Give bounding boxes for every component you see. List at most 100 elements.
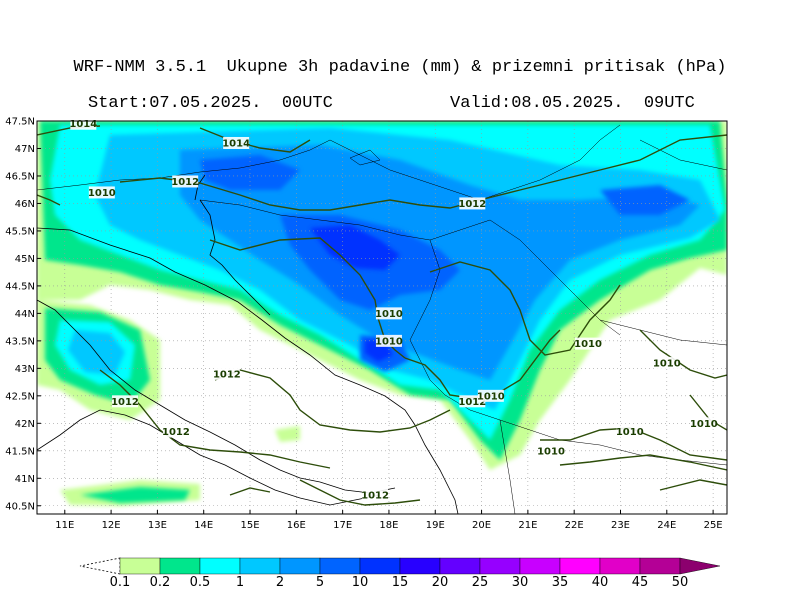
colorbar-swatch xyxy=(519,557,561,575)
svg-text:1012: 1012 xyxy=(213,369,241,380)
isobar-label: 1012 xyxy=(361,488,389,501)
isobar-label: 1014 xyxy=(69,117,97,130)
colorbar-label: 45 xyxy=(632,575,649,590)
svg-text:1010: 1010 xyxy=(653,358,681,369)
isobar-label: 1012 xyxy=(171,175,199,188)
svg-text:1012: 1012 xyxy=(361,490,389,501)
colorbar-swatch xyxy=(399,557,441,575)
colorbar-swatch xyxy=(239,557,281,575)
lat-label: 45.5N xyxy=(5,226,35,237)
precip-field xyxy=(37,121,727,506)
svg-text:1010: 1010 xyxy=(88,188,116,199)
isobar-label: 1010 xyxy=(88,186,116,199)
colorbar-label: 2 xyxy=(276,575,284,590)
lon-label: 20E xyxy=(472,520,491,531)
svg-text:1014: 1014 xyxy=(69,119,97,130)
svg-text:1012: 1012 xyxy=(458,397,486,408)
coastlines xyxy=(37,174,459,514)
svg-text:1010: 1010 xyxy=(375,336,403,347)
isobar-label: 1010 xyxy=(537,444,565,457)
lat-label: 42N xyxy=(15,419,35,430)
colorbar-label: 5 xyxy=(316,575,324,590)
isobar-label: 1010 xyxy=(477,389,505,402)
lon-label: 24E xyxy=(657,520,676,531)
colorbar-label: 0.5 xyxy=(190,575,211,590)
colorbar-label: 30 xyxy=(512,575,529,590)
isobar-label: 1010 xyxy=(574,337,602,350)
isobar-label: 1012 xyxy=(458,197,486,210)
colorbar-swatch xyxy=(559,557,601,575)
lon-label: 15E xyxy=(240,520,259,531)
lon-label: 17E xyxy=(333,520,352,531)
svg-text:1010: 1010 xyxy=(690,419,718,430)
valid-time: Valid:08.05.2025. 09UTC xyxy=(450,94,695,113)
lon-label: 23E xyxy=(611,520,630,531)
isobar-label: 1010 xyxy=(375,334,403,347)
lat-label: 47N xyxy=(15,144,35,155)
colorbar-swatch xyxy=(639,557,681,575)
colorbar-high-arrow xyxy=(679,557,721,575)
lat-label: 44.5N xyxy=(5,281,35,292)
isobar-label: 1010 xyxy=(690,417,718,430)
isobar-label: 1014 xyxy=(222,136,250,149)
colorbar-label: 25 xyxy=(472,575,489,590)
svg-text:1012: 1012 xyxy=(111,397,139,408)
colorbar-swatch xyxy=(319,557,361,575)
svg-text:1012: 1012 xyxy=(458,199,486,210)
start-time: Start:07.05.2025. 00UTC xyxy=(88,94,333,113)
lon-label: 11E xyxy=(55,520,74,531)
colorbar-label: 0.2 xyxy=(150,575,171,590)
lat-label: 43.5N xyxy=(5,336,35,347)
longitude-labels: 11E 12E 13E 14E 15E 16E 17E 18E 19E 20E 21E 22E 23E 2… xyxy=(55,520,722,531)
lon-label: 16E xyxy=(287,520,306,531)
lat-label: 41.5N xyxy=(5,446,35,457)
colorbar-label: 20 xyxy=(432,575,449,590)
colorbar-label: 50 xyxy=(672,575,689,590)
svg-text:1014: 1014 xyxy=(222,138,250,149)
lon-label: 12E xyxy=(102,520,121,531)
colorbar-swatch xyxy=(199,557,241,575)
svg-text:1012: 1012 xyxy=(162,427,190,438)
lat-label: 43N xyxy=(15,364,35,375)
svg-text:1012: 1012 xyxy=(171,177,199,188)
lat-label: 47.5N xyxy=(5,117,35,128)
colorbar-label: 15 xyxy=(392,575,409,590)
colorbar-label: 1 xyxy=(236,575,244,590)
colorbar-low-arrow xyxy=(79,557,121,575)
svg-text:1010: 1010 xyxy=(375,309,403,320)
latitude-labels: 47.5N 47N 46.5N 46N 45.5N 45N 44.5N 44N 43.5N 43N… xyxy=(5,117,35,513)
colorbar-label: 0.1 xyxy=(110,575,131,590)
lat-label: 40.5N xyxy=(5,501,35,512)
colorbar-swatch xyxy=(599,557,641,575)
lat-label: 42.5N xyxy=(5,391,35,402)
lat-label: 44N xyxy=(15,309,35,320)
colorbar-swatch xyxy=(359,557,401,575)
lon-label: 19E xyxy=(426,520,445,531)
lon-label: 25E xyxy=(704,520,723,531)
svg-text:1010: 1010 xyxy=(574,339,602,350)
colorbar-label: 40 xyxy=(592,575,609,590)
isobar-label: 1010 xyxy=(375,307,403,320)
colorbar-swatch xyxy=(439,557,481,575)
lon-label: 21E xyxy=(518,520,537,531)
isobar-label: 1010 xyxy=(616,425,644,438)
lon-label: 13E xyxy=(148,520,167,531)
lat-label: 46N xyxy=(15,199,35,210)
colorbar-label: 10 xyxy=(352,575,369,590)
isobar-label: 1010 xyxy=(653,356,681,369)
colorbar: 0.1 0.2 0.5 1 2 5 10 15 20 25 30 35 40 45 50 xyxy=(79,557,721,590)
isobar-label: 1012 xyxy=(162,425,190,438)
colorbar-swatch xyxy=(279,557,321,575)
colorbar-swatch xyxy=(479,557,521,575)
isobar-label: 1012 xyxy=(213,367,241,380)
lat-label: 41N xyxy=(15,474,35,485)
chart-title: WRF-NMM 3.5.1 Ukupne 3h padavine (mm) & … xyxy=(73,58,727,77)
colorbar-swatch xyxy=(119,557,161,575)
lat-label: 45N xyxy=(15,254,35,265)
lon-label: 22E xyxy=(565,520,584,531)
map-frame xyxy=(36,120,728,515)
svg-text:1010: 1010 xyxy=(477,391,505,402)
lon-label: 14E xyxy=(194,520,213,531)
